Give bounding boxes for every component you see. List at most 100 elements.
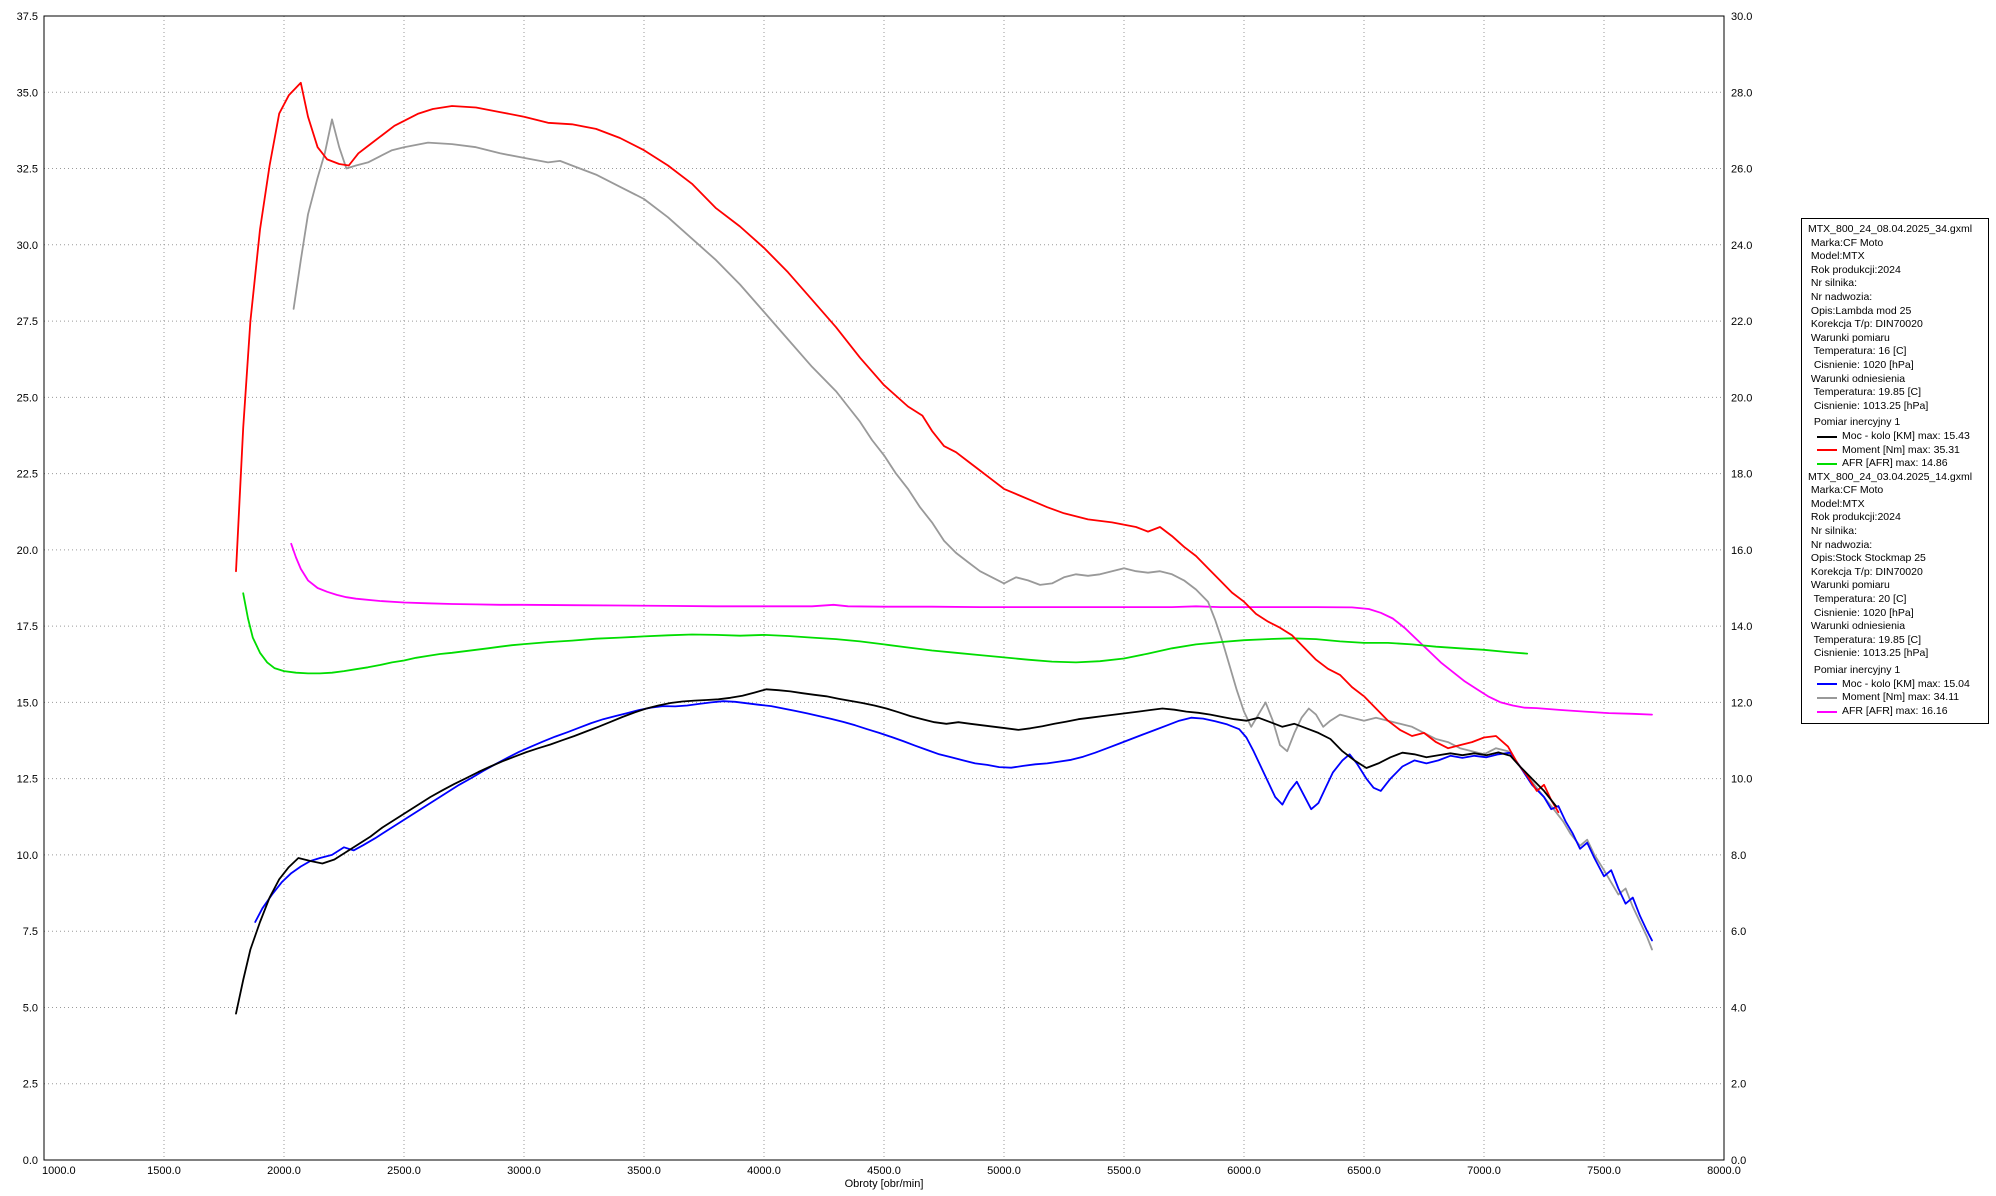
legend-series-row: Moc - kolo [KM] max: 15.43 — [1808, 430, 1983, 444]
axis-tick-label: 25.0 — [17, 392, 38, 404]
x-axis-title: Obroty [obr/min] — [844, 1178, 924, 1190]
series-power-stock — [254, 700, 1653, 942]
axis-tick-label: 14.0 — [1731, 621, 1752, 633]
legend-series-row: AFR [AFR] max: 14.86 — [1808, 457, 1983, 471]
legend-filename: MTX_800_24_03.04.2025_14.gxml — [1808, 470, 1973, 483]
axis-tick-label: 22.5 — [17, 469, 38, 481]
axis-tick-label: 5500.0 — [1107, 1165, 1141, 1177]
legend-series-row: Moc - kolo [KM] max: 15.04 — [1808, 678, 1983, 692]
series-afr-stock — [290, 542, 1653, 716]
axis-tick-label: 4000.0 — [747, 1165, 781, 1177]
legend-info-line: Temperatura: 20 [C] — [1808, 593, 1907, 606]
axis-tick-label: 4500.0 — [867, 1165, 901, 1177]
legend-info-line: Marka:CF Moto — [1808, 236, 1884, 249]
legend-series-swatch — [1817, 449, 1837, 452]
series-torque-tuned — [235, 81, 1560, 814]
legend-series-swatch — [1817, 435, 1837, 438]
legend-series-label: AFR [AFR] max: 14.86 — [1842, 457, 1948, 470]
legend-info-line: Warunki odniesienia — [1808, 372, 1906, 385]
legend-info-line: Warunki odniesienia — [1808, 620, 1906, 633]
axis-tick-label: 37.5 — [17, 11, 38, 23]
legend-info-line: Temperatura: 19.85 [C] — [1808, 386, 1922, 399]
axis-tick-label: 18.0 — [1731, 469, 1752, 481]
axis-tick-label: 10.0 — [17, 850, 38, 862]
legend-info-line: Nr nadwozia: — [1808, 538, 1873, 551]
axis-tick-label: 2000.0 — [267, 1165, 301, 1177]
legend-filename: MTX_800_24_08.04.2025_34.gxml — [1808, 223, 1973, 235]
axis-tick-label: 16.0 — [1731, 545, 1752, 557]
axis-tick-label: 2.5 — [23, 1079, 38, 1091]
axis-tick-label: 5.0 — [23, 1002, 38, 1014]
axis-tick-label: 17.5 — [17, 621, 38, 633]
legend-series-label: Moment [Nm] max: 35.31 — [1842, 443, 1960, 456]
axis-tick-label: 8.0 — [1731, 850, 1746, 862]
legend-series-label: AFR [AFR] max: 16.16 — [1842, 704, 1948, 717]
axis-tick-label: 2500.0 — [387, 1165, 421, 1177]
legend-series-swatch — [1817, 710, 1837, 713]
legend-info-line: Marka:CF Moto — [1808, 484, 1884, 497]
legend-info-line: Rok produkcji:2024 — [1808, 511, 1901, 524]
axis-tick-label: 28.0 — [1731, 87, 1752, 99]
axis-tick-label: 0.0 — [23, 1155, 38, 1167]
legend-info-line: Nr nadwozia: — [1808, 290, 1873, 303]
legend-info-line: Warunki pomiaru — [1808, 579, 1890, 592]
series-torque-stock — [292, 118, 1653, 951]
axis-tick-label: 7.5 — [23, 926, 38, 938]
legend-info-line: Nr silnika: — [1808, 277, 1858, 290]
legend-series-label: Moc - kolo [KM] max: 15.43 — [1842, 429, 1970, 442]
axis-tick-label: 30.0 — [17, 240, 38, 252]
legend-info-line: Pomiar inercyjny 1 — [1808, 416, 1901, 429]
legend-series-label: Moment [Nm] max: 34.11 — [1842, 691, 1960, 704]
legend-info-line: Model:MTX — [1808, 497, 1865, 510]
legend-info-line: Temperatura: 16 [C] — [1808, 345, 1907, 358]
axis-tick-label: 12.5 — [17, 774, 38, 786]
legend-series-row: Moment [Nm] max: 34.11 — [1808, 691, 1983, 705]
legend-info-line: Nr silnika: — [1808, 525, 1858, 538]
legend-file-block: MTX_800_24_03.04.2025_14.gxml Marka:CF M… — [1808, 471, 1983, 719]
axis-tick-label: 7000.0 — [1467, 1165, 1501, 1177]
legend-series-label: Moc - kolo [KM] max: 15.04 — [1842, 677, 1970, 690]
legend-info-line: Korekcja T/p: DIN70020 — [1808, 565, 1923, 578]
series-power-tuned — [235, 688, 1557, 1015]
legend-series-row: Moment [Nm] max: 35.31 — [1808, 444, 1983, 458]
legend-info-line: Korekcja T/p: DIN70020 — [1808, 318, 1923, 331]
series-afr-tuned — [242, 592, 1529, 675]
axis-tick-label: 4.0 — [1731, 1002, 1746, 1014]
axis-tick-label: 30.0 — [1731, 11, 1752, 23]
legend-info-line: Temperatura: 19.85 [C] — [1808, 633, 1922, 646]
axis-tick-label: 3000.0 — [507, 1165, 541, 1177]
axis-tick-label: 0.0 — [1731, 1155, 1746, 1167]
legend-info-line: Warunki pomiaru — [1808, 331, 1890, 344]
axis-tick-label: 1000.0 — [42, 1165, 76, 1177]
legend-info-line: Pomiar inercyjny 1 — [1808, 664, 1901, 676]
axis-tick-label: 27.5 — [17, 316, 38, 328]
legend-info-line: Cisnienie: 1013.25 [hPa] — [1808, 647, 1929, 660]
axis-tick-label: 20.0 — [1731, 392, 1752, 404]
axis-tick-label: 8000.0 — [1707, 1165, 1741, 1177]
axis-tick-label: 15.0 — [17, 697, 38, 709]
axis-tick-label: 35.0 — [17, 87, 38, 99]
axis-tick-label: 2.0 — [1731, 1079, 1746, 1091]
axis-tick-label: 22.0 — [1731, 316, 1752, 328]
plot-border — [43, 15, 1725, 1161]
axis-tick-label: 1500.0 — [147, 1165, 181, 1177]
legend-series-swatch — [1817, 462, 1837, 465]
legend-file-block: MTX_800_24_08.04.2025_34.gxml Marka:CF M… — [1808, 223, 1983, 471]
legend-series-swatch — [1817, 683, 1837, 686]
axis-tick-label: 12.0 — [1731, 697, 1752, 709]
axis-tick-label: 6000.0 — [1227, 1165, 1261, 1177]
axis-tick-label: 26.0 — [1731, 164, 1752, 176]
axis-tick-label: 10.0 — [1731, 774, 1752, 786]
axis-tick-label: 24.0 — [1731, 240, 1752, 252]
axis-tick-label: 6.0 — [1731, 926, 1746, 938]
axis-tick-label: 7500.0 — [1587, 1165, 1621, 1177]
legend-info-line: Rok produkcji:2024 — [1808, 263, 1901, 276]
legend-info-line: Opis:Stock Stockmap 25 — [1808, 552, 1926, 565]
legend-info-line: Cisnienie: 1020 [hPa] — [1808, 606, 1914, 619]
grid — [44, 16, 1724, 1160]
axis-tick-label: 5000.0 — [987, 1165, 1021, 1177]
legend-series-row: AFR [AFR] max: 16.16 — [1808, 705, 1983, 719]
legend-info-line: Cisnienie: 1020 [hPa] — [1808, 358, 1914, 371]
